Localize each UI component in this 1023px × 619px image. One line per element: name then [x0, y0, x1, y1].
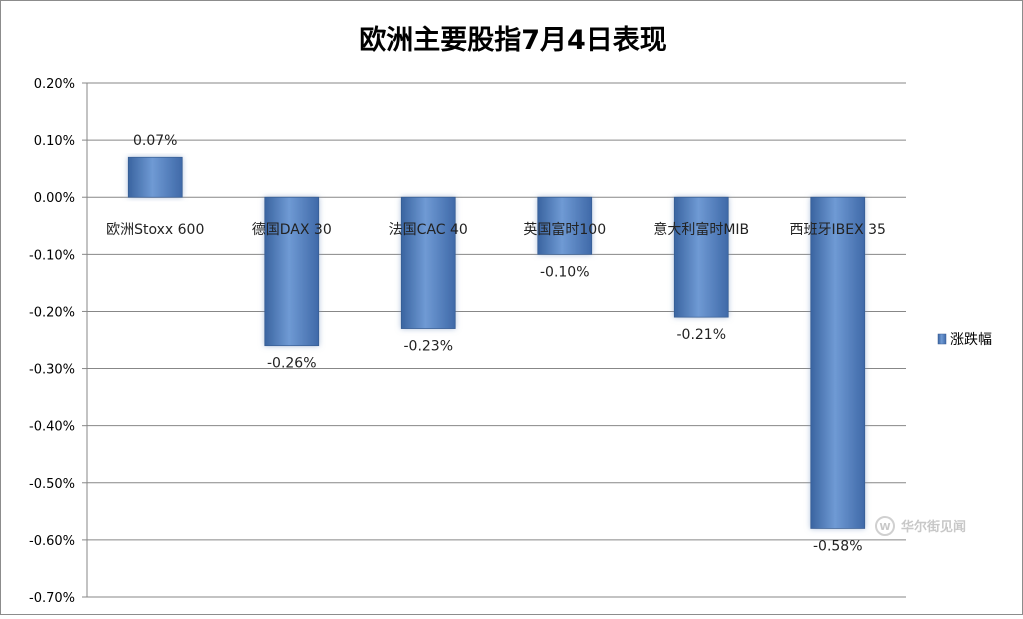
- x-category-label: 英国富时100: [523, 221, 606, 238]
- data-labels: 0.07% -0.26% -0.23% -0.10% -0.21% -0.58%: [133, 133, 863, 554]
- bar: [537, 196, 593, 255]
- y-tick-label: -0.50%: [29, 477, 75, 492]
- gridlines: [87, 82, 906, 598]
- data-label: -0.21%: [676, 327, 726, 343]
- bar: [400, 196, 456, 329]
- legend-label: 涨跌幅: [950, 332, 992, 348]
- svg-text:W: W: [879, 522, 890, 533]
- watermark-text: 华尔街见闻: [901, 519, 966, 535]
- y-tick-label: -0.70%: [29, 591, 75, 606]
- data-label: -0.23%: [403, 339, 453, 355]
- y-axis: 0.20% 0.10% 0.00% -0.10% -0.20% -0.30% -0.40% -…: [29, 77, 88, 606]
- x-axis-labels: 欧洲Stoxx 600 德国DAX 30 法国CAC 40 英国富时100 意大利富时M…: [106, 221, 886, 238]
- y-tick-label: -0.10%: [29, 248, 75, 263]
- y-tick-label: -0.20%: [29, 305, 75, 320]
- bar: [673, 196, 729, 318]
- x-category-label: 德国DAX 30: [252, 222, 332, 238]
- data-label: -0.26%: [267, 356, 317, 372]
- wallstreetcn-logo-icon: [875, 516, 895, 536]
- x-category-label: 欧洲Stoxx 600: [106, 222, 204, 238]
- y-tick-label: 0.00%: [34, 191, 75, 206]
- data-label: -0.10%: [540, 264, 590, 280]
- x-category-label: 西班牙IBEX 35: [790, 222, 886, 238]
- x-category-label: 法国CAC 40: [389, 222, 468, 238]
- y-tick-label: -0.60%: [29, 534, 75, 549]
- data-label: 0.07%: [133, 133, 177, 149]
- y-tick-label: -0.40%: [29, 420, 75, 435]
- data-label: -0.58%: [813, 538, 863, 554]
- chart-title: 欧洲主要股指7月4日表现: [359, 25, 667, 56]
- legend-swatch: [937, 333, 947, 345]
- legend: 涨跌幅: [937, 332, 992, 348]
- bar: [264, 196, 320, 347]
- bars: [127, 156, 866, 529]
- y-tick-label: -0.30%: [29, 363, 75, 378]
- bar: [810, 196, 866, 529]
- x-category-label: 意大利富时MIB: [653, 221, 749, 238]
- y-tick-label: 0.10%: [34, 134, 75, 149]
- watermark: W 华尔街见闻: [875, 516, 966, 536]
- bar: [127, 156, 183, 198]
- y-tick-label: 0.20%: [34, 77, 75, 92]
